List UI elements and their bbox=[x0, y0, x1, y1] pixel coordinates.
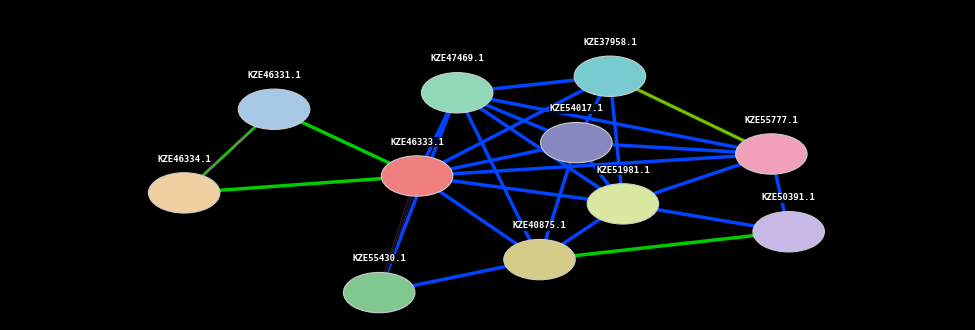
Text: KZE55777.1: KZE55777.1 bbox=[745, 116, 799, 125]
Text: KZE46333.1: KZE46333.1 bbox=[390, 138, 444, 147]
Ellipse shape bbox=[343, 273, 415, 313]
Text: KZE50391.1: KZE50391.1 bbox=[761, 193, 815, 202]
Text: KZE46334.1: KZE46334.1 bbox=[157, 154, 211, 164]
Ellipse shape bbox=[238, 89, 310, 129]
Ellipse shape bbox=[381, 156, 452, 196]
Text: KZE47469.1: KZE47469.1 bbox=[430, 54, 484, 63]
Text: KZE46331.1: KZE46331.1 bbox=[248, 71, 301, 80]
Ellipse shape bbox=[587, 184, 659, 224]
Ellipse shape bbox=[540, 122, 612, 163]
Text: KZE40875.1: KZE40875.1 bbox=[513, 221, 566, 230]
Ellipse shape bbox=[504, 240, 575, 280]
Ellipse shape bbox=[753, 212, 825, 252]
Text: KZE54017.1: KZE54017.1 bbox=[550, 104, 604, 113]
Text: KZE37958.1: KZE37958.1 bbox=[583, 38, 637, 47]
Ellipse shape bbox=[574, 56, 645, 96]
Ellipse shape bbox=[148, 173, 220, 213]
Text: KZE55430.1: KZE55430.1 bbox=[352, 254, 406, 263]
Ellipse shape bbox=[421, 73, 493, 113]
Ellipse shape bbox=[735, 134, 807, 174]
Text: KZE51981.1: KZE51981.1 bbox=[596, 166, 649, 175]
